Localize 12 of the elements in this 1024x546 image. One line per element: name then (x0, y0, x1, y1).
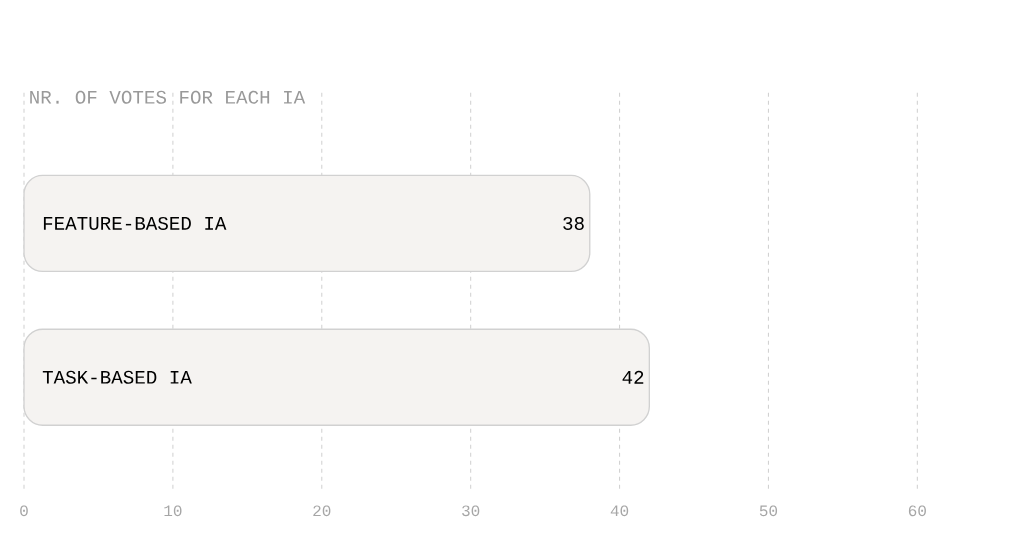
x-tick-label: 60 (908, 505, 926, 517)
x-tick-label: 20 (313, 505, 331, 517)
chart-title: NR. OF VOTES FOR EACH IA (30, 90, 306, 104)
x-tick-label: 50 (759, 505, 778, 517)
x-tick-label: 10 (164, 505, 182, 517)
data-label: 42 (622, 370, 644, 384)
x-tick-label: 0 (20, 505, 28, 517)
x-tick-label: 30 (462, 505, 480, 517)
y-tick-label: FEATURE-BASED IA (43, 216, 227, 230)
x-tick-label: 40 (610, 505, 629, 517)
data-label: 38 (563, 216, 584, 230)
y-tick-label: TASK-BASED IA (42, 370, 192, 384)
